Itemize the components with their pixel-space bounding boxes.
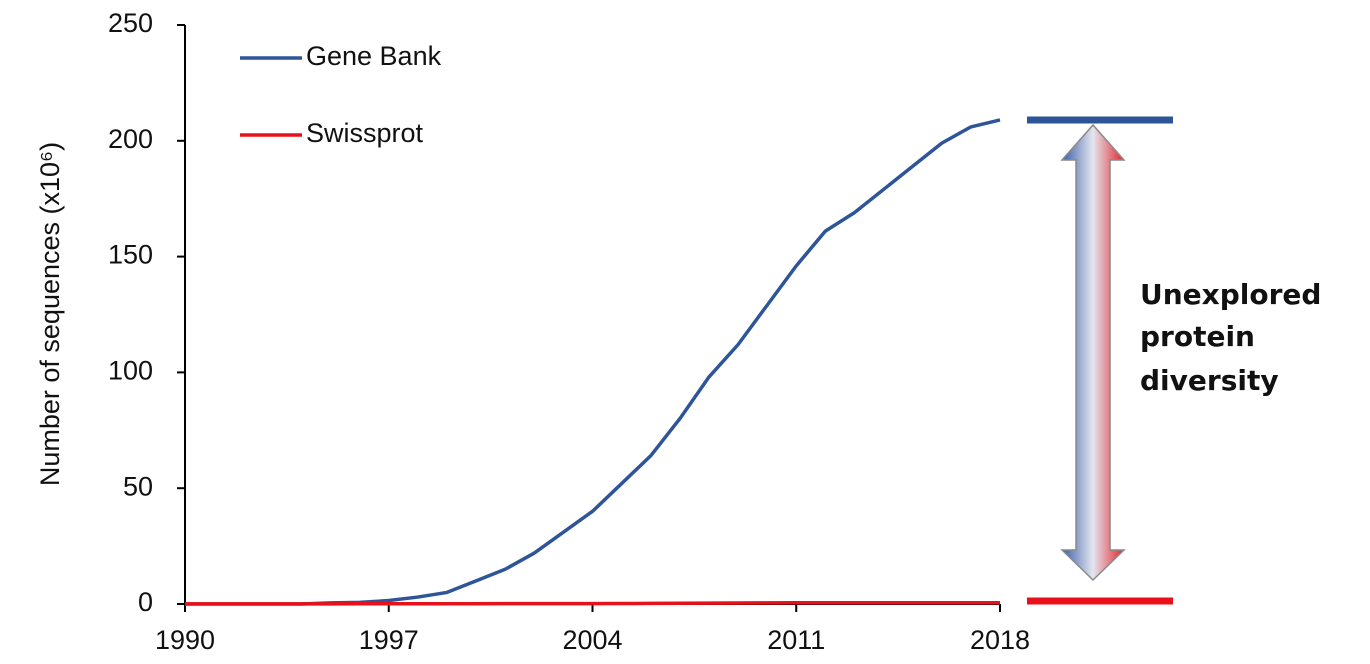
series-line — [185, 118, 1001, 606]
x-tick-label: 2004 — [562, 625, 622, 655]
y-tick-label: 200 — [108, 124, 153, 154]
legend-label: Gene Bank — [306, 41, 442, 71]
annotation: diversity — [1140, 364, 1279, 397]
y-axis-label: Number of sequences (x10⁶) — [35, 142, 65, 486]
annotation: protein — [1140, 320, 1255, 353]
annotation: Unexplored — [1140, 278, 1321, 311]
x-tick-label: 1990 — [155, 625, 215, 655]
series-line — [185, 600, 1000, 606]
y-tick-label: 50 — [123, 471, 153, 501]
y-tick-label: 150 — [108, 240, 153, 270]
y-tick-label: 0 — [138, 587, 153, 617]
y-tick-label: 250 — [108, 8, 153, 38]
x-tick-label: 2011 — [767, 625, 825, 655]
x-tick-label: 2018 — [970, 625, 1030, 655]
x-tick-label: 1997 — [359, 625, 419, 655]
y-tick-label: 100 — [108, 356, 153, 386]
arrow — [1060, 123, 1126, 582]
legend-label: Swissprot — [306, 118, 424, 148]
